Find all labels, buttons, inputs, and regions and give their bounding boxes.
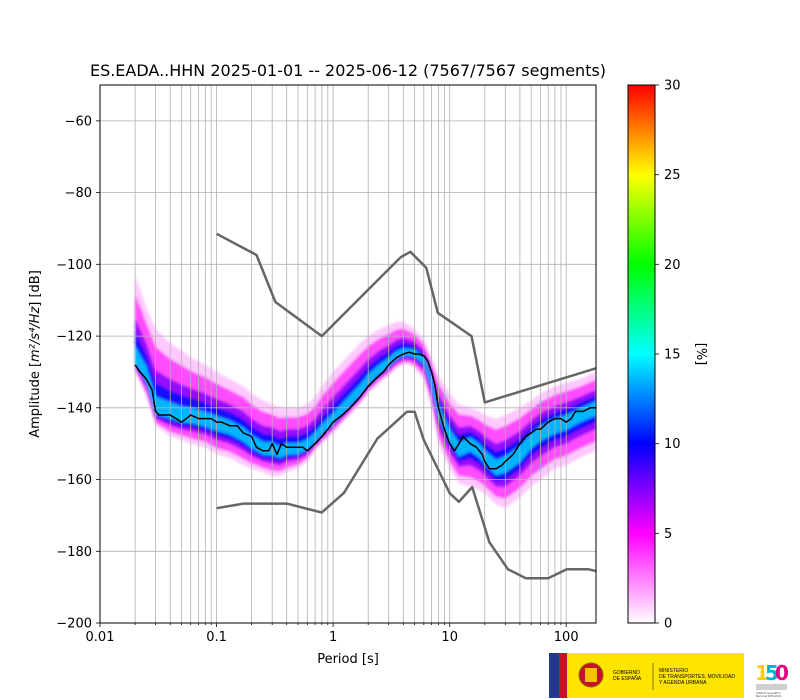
colorbar-tick-label: 5 (664, 527, 672, 542)
y-tick-label: −160 (56, 473, 92, 488)
y-axis-ticks: −60 −80 −100 −120 −140 −160 −180 −200 (56, 114, 100, 632)
government-line-2: DE ESPAÑA (613, 675, 642, 682)
y-axis-title: Amplitude [m²/s⁴/Hz] [dB] (28, 270, 43, 438)
x-axis-title: Period [s] (317, 652, 379, 667)
colorbar-tick-label: 10 (664, 437, 681, 452)
y-tick-label: −100 (56, 258, 92, 273)
y-tick-label: −80 (65, 186, 92, 201)
mean-psd-line (134, 351, 596, 470)
x-tick-label: 100 (554, 630, 579, 645)
noise-models (216, 232, 596, 580)
ministry-line-2: DE TRANSPORTES, MOVILIDAD (659, 674, 735, 680)
y-tick-label: −200 (56, 617, 92, 632)
x-tick-label: 1 (329, 630, 337, 645)
density-bands (135, 275, 596, 509)
x-tick-label: 0.01 (86, 630, 115, 645)
x-tick-label: 10 (441, 630, 458, 645)
colorbar (627, 84, 656, 624)
chart-title: ES.EADA..HHN 2025-01-01 -- 2025-06-12 (7… (90, 61, 606, 80)
density-heatmap (135, 275, 596, 509)
y-tick-label: −60 (65, 114, 92, 129)
colorbar-label: [%] (693, 343, 708, 366)
ign-150-digit-0: 0 (775, 661, 789, 685)
ign-150-digit-1: 1 (755, 661, 769, 685)
y-tick-label: −140 (56, 401, 92, 416)
high-noise-model (216, 232, 596, 404)
mean-curve (134, 351, 596, 470)
colorbar-ticks: 0 5 10 15 20 25 30 (655, 79, 681, 632)
y-tick-label: −180 (56, 545, 92, 560)
colorbar-tick-label: 25 (664, 168, 681, 183)
y-axis-title-units: m²/s⁴/Hz (28, 306, 43, 362)
low-noise-model (216, 410, 596, 580)
ministry-line-3: Y AGENDA URBANA (659, 680, 707, 686)
ign-150-logo: 1 5 0 Instituto Geográfico Nacional 1870… (755, 661, 789, 698)
eu-flag-strip (549, 653, 559, 698)
ign-line-1: Instituto Geográfico (756, 691, 781, 695)
colorbar-tick-label: 15 (664, 348, 681, 363)
x-tick-label: 0.1 (206, 630, 227, 645)
ministry-line-1: MINISTERIO (659, 668, 688, 674)
coat-of-arms-shield-icon (585, 668, 597, 682)
grid-lines (100, 85, 596, 623)
ministry-logo: GOBIERNO DE ESPAÑA MINISTERIO DE TRANSPO… (549, 653, 744, 698)
density-band-high (135, 345, 596, 476)
spain-flag-strip (559, 653, 567, 698)
y-axis-title-suffix: ] [dB] (28, 270, 43, 307)
x-axis-ticks: 0.01 0.1 1 10 100 (86, 623, 579, 645)
y-tick-label: −120 (56, 330, 92, 345)
colorbar-tick-label: 20 (664, 258, 681, 273)
colorbar-tick-label: 0 (664, 617, 672, 632)
ign-building-icon (756, 684, 787, 690)
plot-frame (99, 84, 597, 624)
y-axis-title-prefix: Amplitude [ (28, 362, 43, 438)
ign-150-digit-5: 5 (765, 661, 779, 685)
government-line-1: GOBIERNO (613, 670, 640, 676)
ign-line-2: Nacional 1870-2020 (756, 694, 782, 698)
colorbar-tick-label: 30 (664, 79, 681, 94)
